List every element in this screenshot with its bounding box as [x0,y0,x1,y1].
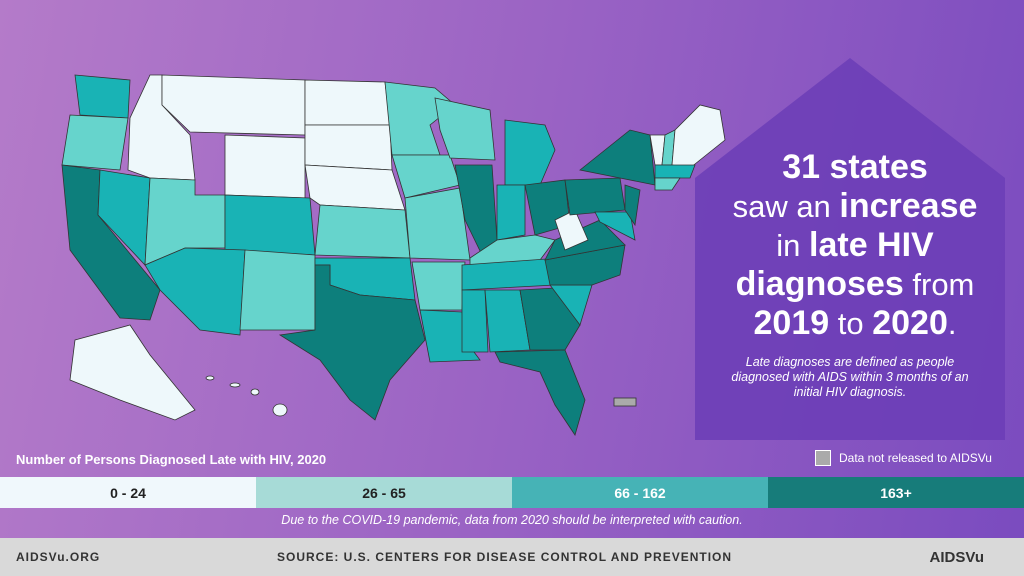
headline-line: in late HIV [705,226,1005,265]
website: AIDSVu.ORG [16,550,101,564]
map-layer [61,58,1005,440]
headline: 31 states saw an increase in late HIV diagn… [705,148,1005,343]
legend-title: Number of Persons Diagnosed Late with HI… [16,452,327,467]
headline-span: late HIV [809,226,934,264]
logo: AIDSVu [929,548,984,566]
headline-span: from [903,267,975,302]
legend-bin: 163+ [768,477,1024,508]
legend-bins: 0 - 24 26 - 65 66 - 162 163+ [0,477,1024,508]
note: Late diagnoses are defined as people dia… [731,355,969,399]
headline-span: . [947,306,957,341]
swatch [815,450,831,466]
no-data-label: Data not released to AIDSVu [839,451,992,465]
headline-span: in [776,228,810,263]
headline-line: diagnoses from [705,265,1005,304]
legend-bin: 0 - 24 [0,477,256,508]
headline-span: saw an [732,189,840,224]
headline-line: 2019 to 2020. [705,304,1005,343]
headline-span: to [829,306,873,341]
legend-bin: 26 - 65 [256,477,512,508]
caution: Due to the COVID-19 pandemic, data from … [281,513,743,527]
headline-line: 31 states [705,148,1005,187]
house-arrow [695,58,1005,440]
source: SOURCE: U.S. CENTERS FOR DISEASE CONTROL… [277,550,733,564]
headline-line: saw an increase [705,187,1005,226]
headline-span: 31 states [782,148,928,186]
headline-span: 2019 [753,304,830,342]
headline-span: 2020 [872,304,948,342]
footer: AIDSVu.ORG SOURCE: U.S. CENTERS FOR DISE… [0,538,1024,576]
no-data-key: Data not released to AIDSVu [815,450,992,466]
legend-bin: 66 - 162 [512,477,768,508]
headline-span: diagnoses [735,265,904,303]
us-map [61,74,726,436]
headline-span: increase [839,187,978,225]
